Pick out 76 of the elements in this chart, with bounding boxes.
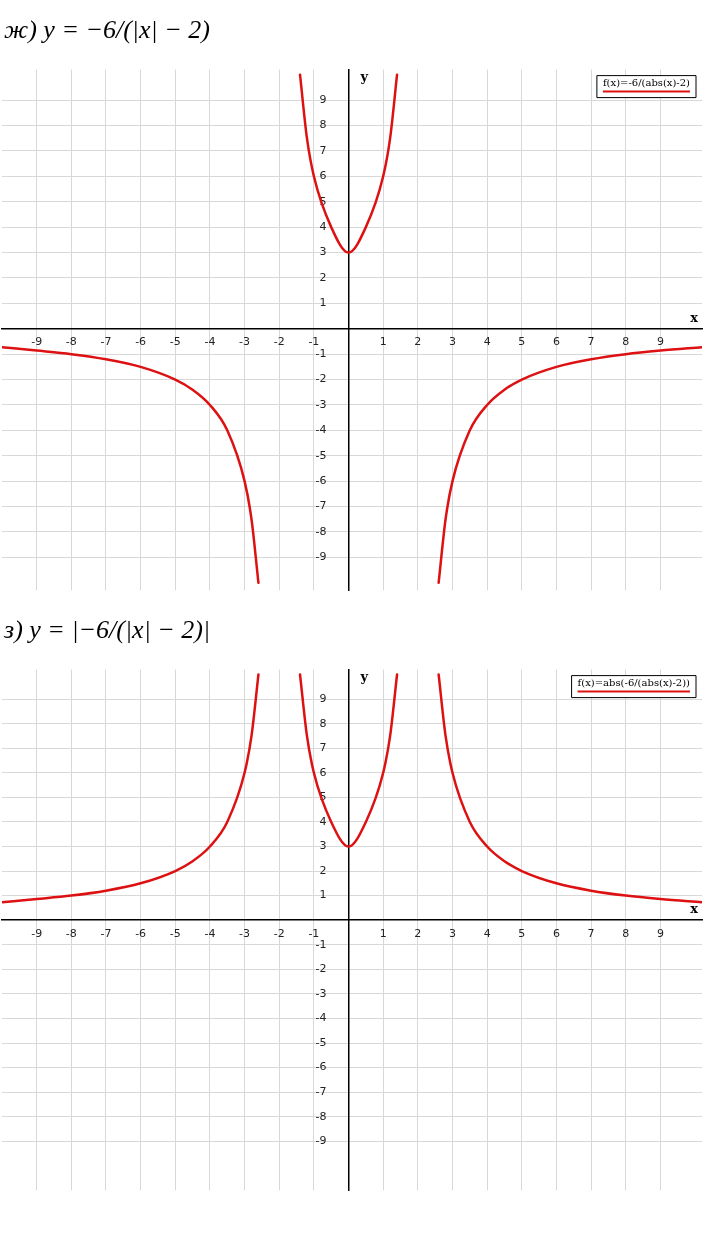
x-tick-label: -5: [169, 926, 181, 940]
y-tick-label: -1: [315, 346, 349, 360]
x-tick-label: 2: [414, 926, 422, 940]
chart-title: ж) y = −6/(|x| − 2): [3, 14, 211, 46]
y-axis-title: y: [359, 669, 369, 685]
y-tick-label: 9: [319, 691, 349, 705]
text: f(x)=abs(-6/(abs(x)-2)): [577, 677, 691, 689]
x-tick-label: 6: [552, 335, 560, 349]
chart-title: з) y = |−6/(|x| − 2)|: [3, 614, 212, 646]
x-tick-label: 3: [449, 926, 456, 940]
y-tick-label: -3: [315, 986, 349, 1000]
x-tick-label: 4: [483, 335, 491, 349]
x-tick-label: -4: [204, 335, 216, 349]
y-tick-label: 1: [319, 296, 349, 310]
x-tick-label: 8: [622, 335, 630, 349]
x-tick-label: 7: [587, 926, 595, 940]
x-tick-label: -6: [135, 335, 147, 349]
x-tick-label: 4: [483, 926, 491, 940]
y-tick-label: -6: [315, 474, 349, 488]
y-tick-label: 3: [319, 245, 349, 259]
y-tick-label: -7: [315, 1085, 349, 1098]
x-tick-label: -3: [239, 926, 251, 940]
x-tick-label: -9: [31, 926, 43, 940]
y-tick-label: -2: [315, 962, 349, 976]
y-tick-label: 8: [319, 118, 349, 132]
y-tick-label: 8: [319, 716, 349, 730]
x-tick-label: -4: [204, 926, 216, 940]
y-tick-label: -5: [315, 1035, 349, 1049]
y-tick-label: 4: [319, 219, 349, 233]
x-tick-label: -7: [100, 926, 112, 940]
y-tick-label: -4: [315, 1011, 349, 1025]
y-tick-label: -7: [315, 499, 349, 513]
x-axis-title: x: [690, 309, 699, 325]
x-tick-label: 9: [656, 335, 664, 349]
y-tick-label: 2: [319, 863, 349, 877]
y-tick-label: -8: [315, 1109, 349, 1123]
y-tick-label: 3: [319, 839, 349, 853]
x-tick-label: -2: [273, 335, 285, 349]
y-tick-label: 6: [319, 169, 349, 183]
x-tick-label: -9: [31, 335, 43, 349]
x-tick-label: -6: [135, 926, 147, 940]
y-tick-label: -1: [315, 937, 349, 951]
x-tick-label: -2: [273, 926, 285, 940]
y-axis-title: y: [359, 69, 369, 85]
y-tick-label: -5: [315, 448, 349, 462]
y-tick-label: 6: [319, 765, 349, 779]
x-tick-label: -8: [65, 335, 77, 349]
y-tick-label: 2: [319, 270, 349, 284]
x-tick-label: -5: [169, 335, 181, 349]
x-tick-label: 1: [379, 335, 387, 349]
x-tick-label: 5: [518, 335, 526, 349]
y-tick-label: 1: [319, 888, 349, 902]
x-tick-label: -3: [239, 335, 251, 349]
y-tick-label: -2: [315, 372, 349, 386]
text: f(x)=-6/(abs(x)-2): [602, 77, 691, 89]
x-tick-label: -8: [65, 926, 77, 940]
x-tick-label: 9: [656, 926, 664, 940]
x-tick-label: -7: [100, 335, 112, 349]
y-tick-label: 4: [319, 814, 349, 828]
x-tick-label: 2: [414, 335, 422, 349]
y-tick-label: -8: [315, 524, 349, 538]
x-tick-label: 1: [379, 926, 387, 940]
y-tick-label: -9: [315, 1134, 349, 1148]
x-tick-label: 7: [587, 335, 595, 349]
x-tick-label: 6: [552, 926, 560, 940]
x-tick-label: 8: [622, 926, 630, 940]
y-tick-label: 7: [319, 143, 349, 157]
y-tick-label: 9: [319, 92, 349, 106]
x-axis-title: x: [690, 901, 699, 917]
y-tick-label: -3: [315, 397, 349, 411]
y-tick-label: -6: [315, 1060, 349, 1074]
y-tick-label: -9: [315, 550, 349, 564]
y-tick-label: 7: [319, 741, 349, 755]
x-tick-label: 5: [518, 926, 526, 940]
x-tick-label: 3: [449, 335, 456, 349]
y-tick-label: -4: [315, 423, 349, 437]
